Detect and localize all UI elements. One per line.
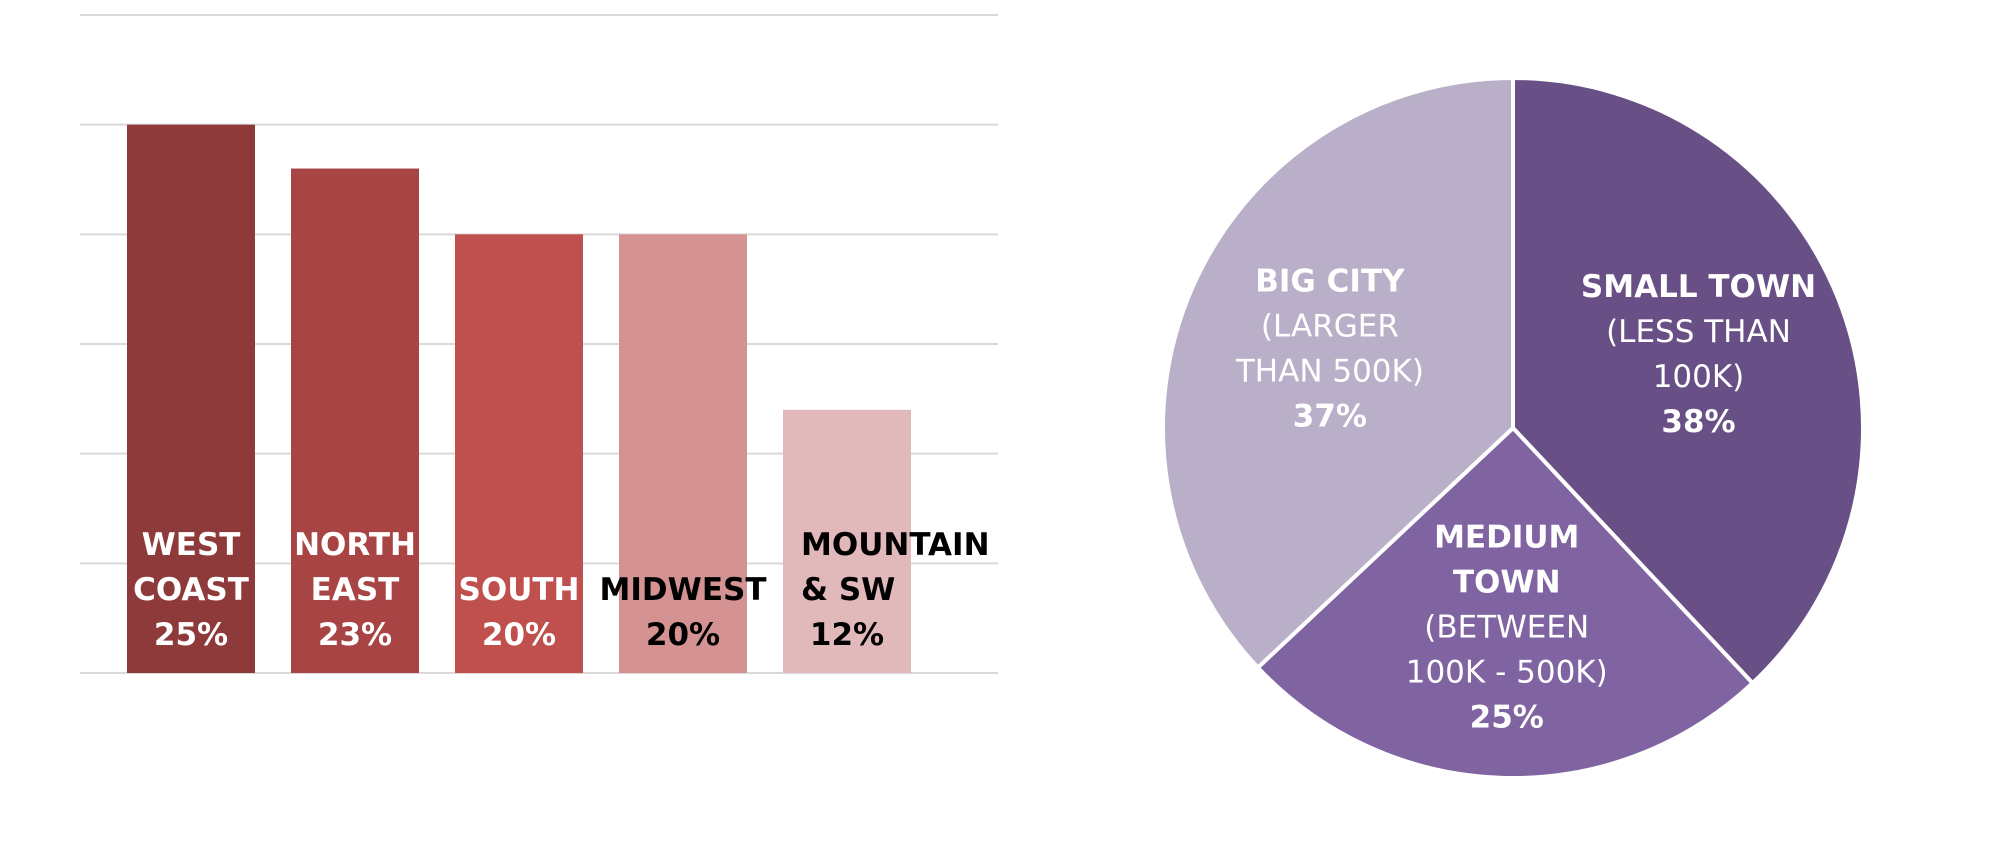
bar-value-label: 20% xyxy=(482,617,556,653)
bar-value-label: 23% xyxy=(318,617,392,653)
bar-value-label: 25% xyxy=(154,617,228,653)
pie-category-label: TOWN xyxy=(1453,564,1561,600)
pie-category-label: (LARGER xyxy=(1261,308,1399,344)
bar-category-label: EAST xyxy=(311,572,400,608)
pie-category-label: 100K) xyxy=(1653,359,1745,395)
pie-slice xyxy=(1511,76,1865,686)
pie-slices xyxy=(1161,76,1865,780)
bar xyxy=(455,234,583,674)
bar-category-label: MIDWEST xyxy=(600,572,767,608)
bar-category-label: NORTH xyxy=(294,527,416,563)
pie-category-label: SMALL TOWN xyxy=(1581,269,1816,305)
bar-category-label: MOUNTAIN xyxy=(801,527,990,563)
bar-series xyxy=(127,124,911,674)
pie-slice xyxy=(1255,426,1755,780)
pie-value-label: 37% xyxy=(1293,398,1367,434)
pie-category-label: BIG CITY xyxy=(1255,263,1405,299)
bar-category-label: SOUTH xyxy=(459,572,580,608)
pie-category-label: THAN 500K) xyxy=(1235,353,1424,389)
pie-category-label: MEDIUM xyxy=(1434,519,1579,555)
bar-category-label: & SW xyxy=(801,572,895,608)
pie-chart: SMALL TOWN (LESS THAN 100K) 38% MEDIUM TOWN (B… xyxy=(1161,76,1865,780)
bar-category-label: WEST xyxy=(142,527,241,563)
pie-value-label: 25% xyxy=(1470,699,1544,735)
pie-slice xyxy=(1161,76,1515,670)
pie-category-label: (BETWEEN xyxy=(1424,609,1589,645)
bar-category-label: COAST xyxy=(133,572,249,608)
pie-category-label: (LESS THAN xyxy=(1606,314,1791,350)
bar xyxy=(783,409,911,673)
bar-chart: WEST COAST 25% NORTH EAST 23% SOUTH 20% MIDWEST 2… xyxy=(80,14,998,674)
pie-data-labels: SMALL TOWN (LESS THAN 100K) 38% MEDIUM TOWN (B… xyxy=(1235,263,1816,735)
bar-value-label: 20% xyxy=(646,617,720,653)
bar xyxy=(127,124,255,673)
bar-value-label: 12% xyxy=(810,617,884,653)
bar-data-labels: WEST COAST 25% NORTH EAST 23% SOUTH 20% MIDWEST 2… xyxy=(133,527,989,653)
bar xyxy=(291,168,419,674)
bar xyxy=(619,234,747,674)
pie-category-label: 100K - 500K) xyxy=(1406,654,1608,690)
pie-value-label: 38% xyxy=(1661,404,1735,440)
